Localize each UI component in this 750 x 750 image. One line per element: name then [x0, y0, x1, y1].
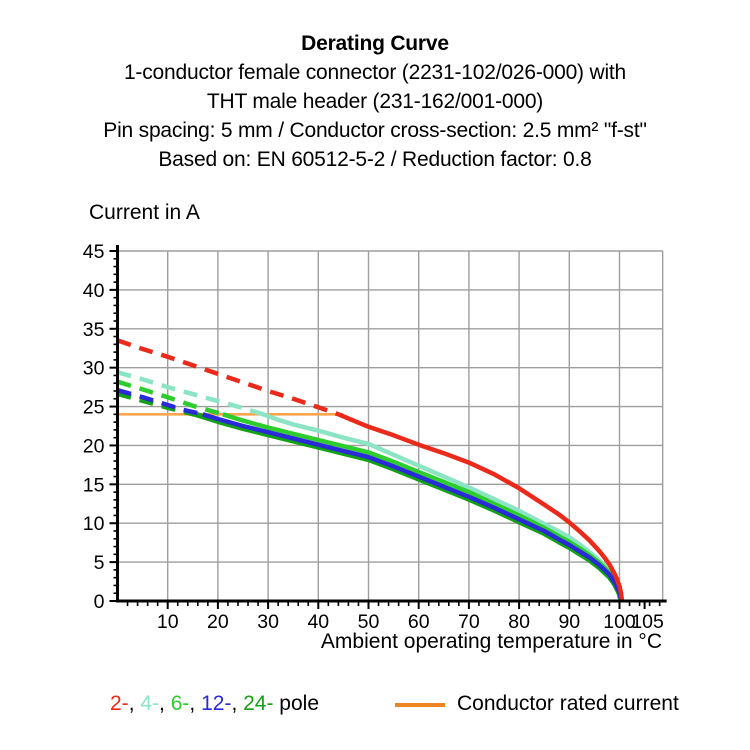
- y-tick-label: 35: [83, 319, 105, 341]
- y-axis-title: Current in A: [89, 201, 200, 224]
- legend-pole-12: 12-: [201, 692, 232, 715]
- curve-12-pole-solid: [202, 412, 624, 602]
- x-tick-label: 30: [257, 611, 279, 633]
- title-line-5: Based on: EN 60512-5-2 / Reduction facto…: [158, 148, 592, 171]
- title-line-2: 1-conductor female connector (2231-102/0…: [123, 61, 627, 84]
- chart-curves: [116, 338, 625, 602]
- y-tick-label: 10: [83, 513, 105, 535]
- y-tick-label: 25: [83, 397, 105, 419]
- legend-pole-suffix: pole: [273, 692, 320, 715]
- x-tick-label: 40: [307, 611, 329, 633]
- rated-current-swatch: [395, 702, 445, 707]
- x-tick-label: 70: [458, 611, 480, 633]
- chart-ticks: [109, 249, 661, 609]
- x-tick-label: 20: [207, 611, 229, 633]
- x-tick-label: 80: [508, 611, 530, 633]
- legend-separator: ,: [231, 692, 244, 715]
- y-tick-label: 20: [83, 435, 105, 457]
- y-tick-label: 45: [83, 241, 105, 263]
- x-tick-label: 105: [631, 611, 664, 633]
- curve-6-pole-dashed: [116, 379, 224, 417]
- y-tick-label: 15: [83, 474, 105, 496]
- legend-separator: ,: [128, 692, 141, 715]
- title-line-4: Pin spacing: 5 mm / Conductor cross-sect…: [103, 119, 647, 142]
- chart-title: Derating Curve: [301, 32, 449, 55]
- x-tick-label: 100: [603, 611, 636, 633]
- curve-24-pole-dashed: [116, 390, 196, 417]
- legend-pole-labels: 2-, 4-, 6-, 12-, 24- pole: [110, 691, 319, 716]
- y-tick-label: 30: [83, 358, 105, 380]
- y-tick-label: 0: [94, 591, 105, 613]
- legend-pole-4: 4-: [140, 692, 160, 715]
- x-axis-title: Ambient operating temperature in °C: [320, 630, 662, 653]
- legend-separator: ,: [189, 692, 202, 715]
- curve-6-pole-solid: [222, 412, 624, 602]
- curve-4-pole-dashed: [116, 370, 264, 417]
- legend-pole-24: 24-: [243, 692, 274, 715]
- title-line-3: THT male header (231-162/001-000): [206, 90, 544, 113]
- title-block: Derating Curve 1-conductor female connec…: [0, 29, 750, 174]
- x-tick-label: 90: [558, 611, 580, 633]
- curve-12-pole-dashed: [116, 388, 204, 417]
- x-tick-label: 10: [157, 611, 179, 633]
- x-tick-label: 50: [358, 611, 380, 633]
- y-tick-label: 5: [94, 552, 105, 574]
- legend-rated-current: Conductor rated current: [395, 691, 679, 716]
- y-tick-label: 40: [83, 280, 105, 302]
- curve-2-pole-dashed: [116, 338, 340, 417]
- legend-pole-2: 2-: [110, 692, 129, 715]
- curve-2-pole-solid: [337, 412, 625, 602]
- x-tick-label: 60: [408, 611, 430, 633]
- legend-pole-6: 6-: [170, 692, 190, 715]
- legend-separator: ,: [159, 692, 171, 715]
- rated-current-label: Conductor rated current: [457, 692, 679, 715]
